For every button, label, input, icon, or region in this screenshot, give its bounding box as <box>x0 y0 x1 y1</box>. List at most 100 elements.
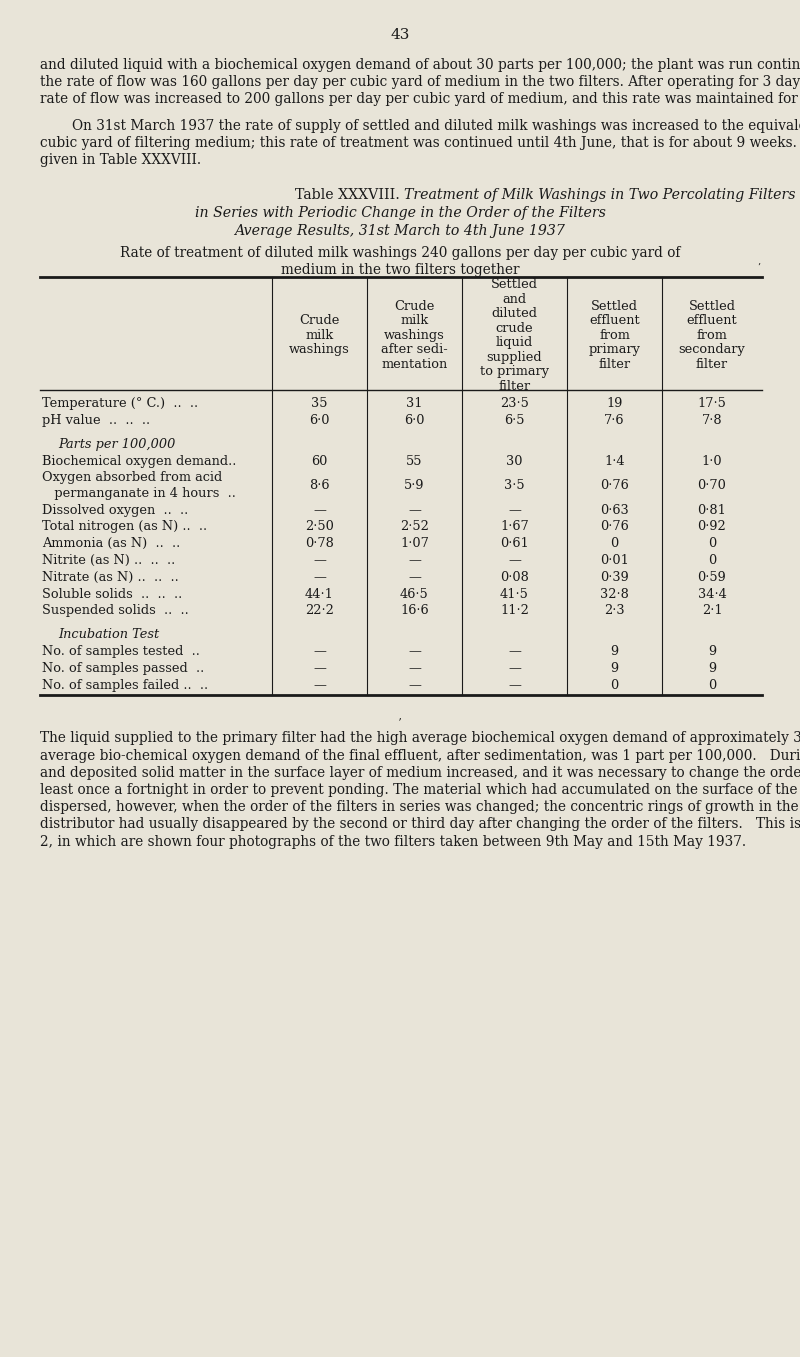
Text: ʼ: ʼ <box>398 718 402 727</box>
Text: pH value  ..  ..  ..: pH value .. .. .. <box>42 414 150 427</box>
Text: —: — <box>408 503 421 517</box>
Text: 0: 0 <box>610 678 618 692</box>
Text: 7·8: 7·8 <box>702 414 722 427</box>
Text: 34·4: 34·4 <box>698 588 726 601</box>
Text: 0·81: 0·81 <box>698 503 726 517</box>
Text: Dissolved oxygen  ..  ..: Dissolved oxygen .. .. <box>42 503 188 517</box>
Text: 19: 19 <box>606 398 622 410</box>
Text: and deposited solid matter in the surface layer of medium increased, and it was : and deposited solid matter in the surfac… <box>40 765 800 780</box>
Text: —: — <box>313 554 326 567</box>
Text: 16·6: 16·6 <box>400 604 429 617</box>
Text: —: — <box>313 662 326 674</box>
Text: rate of flow was increased to 200 gallons per day per cubic yard of medium, and : rate of flow was increased to 200 gallon… <box>40 92 800 106</box>
Text: 5·9: 5·9 <box>404 479 425 493</box>
Text: 7·6: 7·6 <box>604 414 625 427</box>
Text: Oxygen absorbed from acid: Oxygen absorbed from acid <box>42 471 222 484</box>
Text: Suspended solids  ..  ..: Suspended solids .. .. <box>42 604 189 617</box>
Text: 2, in which are shown four photographs of the two filters taken between 9th May : 2, in which are shown four photographs o… <box>40 835 746 848</box>
Text: cubic yard of filtering medium; this rate of treatment was continued until 4th J: cubic yard of filtering medium; this rat… <box>40 136 800 149</box>
Text: 0·39: 0·39 <box>600 571 629 584</box>
Text: 0·70: 0·70 <box>698 479 726 493</box>
Text: given in Table XXXVIII.: given in Table XXXVIII. <box>40 153 201 167</box>
Text: secondary: secondary <box>678 343 746 357</box>
Text: mentation: mentation <box>382 358 448 370</box>
Text: 22·2: 22·2 <box>305 604 334 617</box>
Text: 6·0: 6·0 <box>404 414 425 427</box>
Text: Temperature (° C.)  ..  ..: Temperature (° C.) .. .. <box>42 398 198 410</box>
Text: filter: filter <box>498 380 530 392</box>
Text: 6·5: 6·5 <box>504 414 525 427</box>
Text: Ammonia (as N)  ..  ..: Ammonia (as N) .. .. <box>42 537 180 550</box>
Text: —: — <box>408 645 421 658</box>
Text: medium in the two filters together: medium in the two filters together <box>281 263 519 277</box>
Text: 2·3: 2·3 <box>604 604 625 617</box>
Text: 9: 9 <box>708 645 716 658</box>
Text: No. of samples failed ..  ..: No. of samples failed .. .. <box>42 678 208 692</box>
Text: —: — <box>408 678 421 692</box>
Text: washings: washings <box>384 328 445 342</box>
Text: 0: 0 <box>708 678 716 692</box>
Text: 41·5: 41·5 <box>500 588 529 601</box>
Text: Parts per 100,000: Parts per 100,000 <box>58 438 175 451</box>
Text: after sedi-: after sedi- <box>381 343 448 357</box>
Text: No. of samples passed  ..: No. of samples passed .. <box>42 662 204 674</box>
Text: 60: 60 <box>311 455 328 468</box>
Text: 0·92: 0·92 <box>698 521 726 533</box>
Text: 32·8: 32·8 <box>600 588 629 601</box>
Text: Incubation Test: Incubation Test <box>58 628 159 642</box>
Text: Table XXXVIII.: Table XXXVIII. <box>295 189 400 202</box>
Text: 0: 0 <box>708 537 716 550</box>
Text: 8·6: 8·6 <box>310 479 330 493</box>
Text: crude: crude <box>496 322 534 335</box>
Text: —: — <box>408 662 421 674</box>
Text: 2·1: 2·1 <box>702 604 722 617</box>
Text: from: from <box>697 328 727 342</box>
Text: The liquid supplied to the primary filter had the high average biochemical oxyge: The liquid supplied to the primary filte… <box>40 731 800 745</box>
Text: On 31st March 1937 the rate of supply of settled and diluted milk washings was i: On 31st March 1937 the rate of supply of… <box>72 118 800 133</box>
Text: 1·67: 1·67 <box>500 521 529 533</box>
Text: Settled: Settled <box>491 278 538 292</box>
Text: effluent: effluent <box>589 315 640 327</box>
Text: milk: milk <box>401 315 429 327</box>
Text: —: — <box>508 554 521 567</box>
Text: ’: ’ <box>757 262 760 271</box>
Text: 0·78: 0·78 <box>305 537 334 550</box>
Text: 0: 0 <box>610 537 618 550</box>
Text: Rate of treatment of diluted milk washings 240 gallons per day per cubic yard of: Rate of treatment of diluted milk washin… <box>120 246 680 261</box>
Text: primary: primary <box>589 343 641 357</box>
Text: —: — <box>313 645 326 658</box>
Text: 9: 9 <box>708 662 716 674</box>
Text: average bio-chemical oxygen demand of the final effluent, after sedimentation, w: average bio-chemical oxygen demand of th… <box>40 749 800 763</box>
Text: Nitrite (as N) ..  ..  ..: Nitrite (as N) .. .. .. <box>42 554 175 567</box>
Text: 55: 55 <box>406 455 422 468</box>
Text: 17·5: 17·5 <box>698 398 726 410</box>
Text: filter: filter <box>598 358 630 370</box>
Text: diluted: diluted <box>491 307 538 320</box>
Text: in Series with Periodic Change in the Order of the Filters: in Series with Periodic Change in the Or… <box>194 206 606 220</box>
Text: to primary: to primary <box>480 365 549 379</box>
Text: 46·5: 46·5 <box>400 588 429 601</box>
Text: 2·52: 2·52 <box>400 521 429 533</box>
Text: 43: 43 <box>390 28 410 42</box>
Text: washings: washings <box>289 343 350 357</box>
Text: 9: 9 <box>610 662 618 674</box>
Text: —: — <box>313 503 326 517</box>
Text: —: — <box>508 645 521 658</box>
Text: 0·01: 0·01 <box>600 554 629 567</box>
Text: Settled: Settled <box>591 300 638 313</box>
Text: —: — <box>508 662 521 674</box>
Text: filter: filter <box>696 358 728 370</box>
Text: 0: 0 <box>708 554 716 567</box>
Text: permanganate in 4 hours  ..: permanganate in 4 hours .. <box>42 487 236 499</box>
Text: —: — <box>508 503 521 517</box>
Text: dispersed, however, when the order of the filters in series was changed; the con: dispersed, however, when the order of th… <box>40 801 800 814</box>
Text: distributor had usually disappeared by the second or third day after changing th: distributor had usually disappeared by t… <box>40 817 800 832</box>
Text: Biochemical oxygen demand..: Biochemical oxygen demand.. <box>42 455 236 468</box>
Text: 6·0: 6·0 <box>310 414 330 427</box>
Text: 1·4: 1·4 <box>604 455 625 468</box>
Text: No. of samples tested  ..: No. of samples tested .. <box>42 645 200 658</box>
Text: Crude: Crude <box>299 315 340 327</box>
Text: least once a fortnight in order to prevent ponding. The material which had accum: least once a fortnight in order to preve… <box>40 783 800 797</box>
Text: 0·08: 0·08 <box>500 571 529 584</box>
Text: Treatment of Milk Washings in Two Percolating Filters: Treatment of Milk Washings in Two Percol… <box>404 189 795 202</box>
